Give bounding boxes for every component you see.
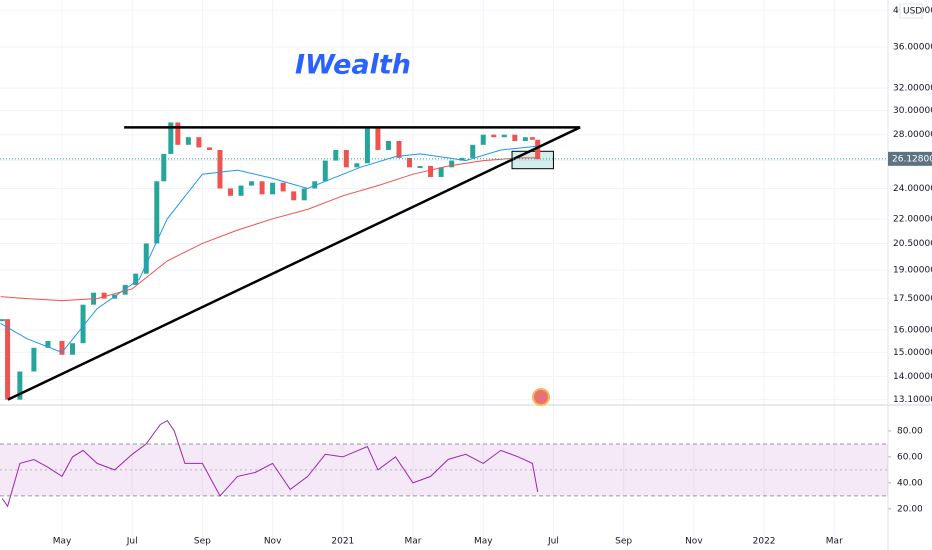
price-bar <box>133 273 139 285</box>
price-bar <box>291 191 297 201</box>
price-bar <box>168 122 174 154</box>
price-bar <box>417 165 423 168</box>
y-tick-label: 30.00000 <box>893 106 932 116</box>
price-bar <box>206 147 212 150</box>
x-tick-label: Sep <box>615 537 632 547</box>
price-bar <box>522 137 528 141</box>
price-bar <box>529 137 535 140</box>
price-bar <box>301 188 307 201</box>
price-bar <box>312 181 318 189</box>
price-bar <box>428 165 434 178</box>
rsi-line <box>1 419 539 508</box>
price-bar <box>322 160 328 182</box>
price-bar <box>101 292 107 299</box>
moving-average <box>0 145 538 353</box>
y-tick-label: 60.00 <box>897 452 923 462</box>
price-bar <box>175 122 181 145</box>
price-bar <box>17 371 23 400</box>
y-tick-label: 15.00000 <box>893 348 932 358</box>
price-bar <box>143 243 149 274</box>
x-tick-label: May <box>53 537 72 547</box>
price-bar <box>407 157 413 168</box>
price-bar <box>449 160 455 168</box>
x-tick-label: Jul <box>547 537 559 547</box>
y-tick-label: 20.50000 <box>893 239 932 249</box>
price-bar <box>491 134 497 138</box>
price-bar <box>396 140 402 158</box>
price-bar <box>45 340 51 348</box>
price-bar <box>470 144 476 158</box>
y-tick-label: 16.00000 <box>893 325 932 335</box>
price-bar <box>343 149 349 168</box>
currency-label: USD <box>903 7 922 17</box>
price-bar <box>217 149 223 189</box>
y-tick-label: 19.00000 <box>893 265 932 275</box>
x-tick-label: Sep <box>194 537 211 547</box>
price-bar <box>280 182 286 192</box>
price-bar <box>259 181 265 195</box>
price-bar <box>501 134 507 138</box>
chart-title: IWealth <box>295 50 411 81</box>
price-bar <box>227 188 233 196</box>
price-bar <box>364 128 370 164</box>
rsi-band <box>0 443 888 496</box>
price-bar <box>333 149 339 161</box>
price-bar <box>512 134 518 141</box>
y-tick-label: 24.00000 <box>893 184 932 194</box>
price-bar <box>5 319 11 400</box>
price-bar <box>122 284 128 295</box>
y-tick-label: 20.00 <box>897 504 923 514</box>
price-bar <box>354 163 360 168</box>
y-tick-label: 40.00 <box>897 478 923 488</box>
last-price-tag <box>888 151 932 166</box>
price-bar <box>31 347 37 372</box>
price-bar <box>375 128 381 150</box>
x-tick-label: 2022 <box>753 537 776 547</box>
price-bar <box>438 167 444 178</box>
price-bar <box>270 182 276 195</box>
flag-icon <box>532 388 550 406</box>
x-tick-label: Mar <box>405 537 422 547</box>
price-bar <box>185 137 191 145</box>
price-bar <box>535 139 541 160</box>
y-tick-label: 14.00000 <box>893 372 932 382</box>
last-price-label: 26.12800 <box>892 154 932 164</box>
price-bar <box>161 153 167 182</box>
price-bar <box>249 181 255 186</box>
x-tick-label: 2021 <box>331 537 354 547</box>
price-bar <box>385 140 391 150</box>
price-bar <box>0 319 5 322</box>
price-bar <box>154 181 160 244</box>
x-tick-label: Jul <box>126 537 138 547</box>
x-tick-label: May <box>474 537 493 547</box>
x-tick-label: Nov <box>264 537 282 547</box>
trendline <box>7 126 581 401</box>
y-tick-label: 22.00000 <box>893 214 932 224</box>
y-tick-label: 32.00000 <box>893 84 932 94</box>
moving-average <box>0 157 538 302</box>
price-bar <box>238 185 244 196</box>
price-bar <box>59 340 65 355</box>
x-tick-label: Nov <box>685 537 703 547</box>
price-bar <box>480 134 486 145</box>
zone-box <box>511 150 554 170</box>
y-tick-label: 28.00000 <box>893 130 932 140</box>
price-bar <box>70 343 76 355</box>
x-tick-label: Mar <box>826 537 843 547</box>
y-tick-label: 17.50000 <box>893 294 932 304</box>
price-bar <box>80 304 86 344</box>
background <box>0 0 888 540</box>
currency-box <box>899 3 923 19</box>
y-tick-label: 13.10000 <box>893 395 932 405</box>
y-tick-label: 80.00 <box>897 426 923 436</box>
price-bar <box>196 137 202 148</box>
y-tick-label: 36.00000 <box>893 43 932 53</box>
